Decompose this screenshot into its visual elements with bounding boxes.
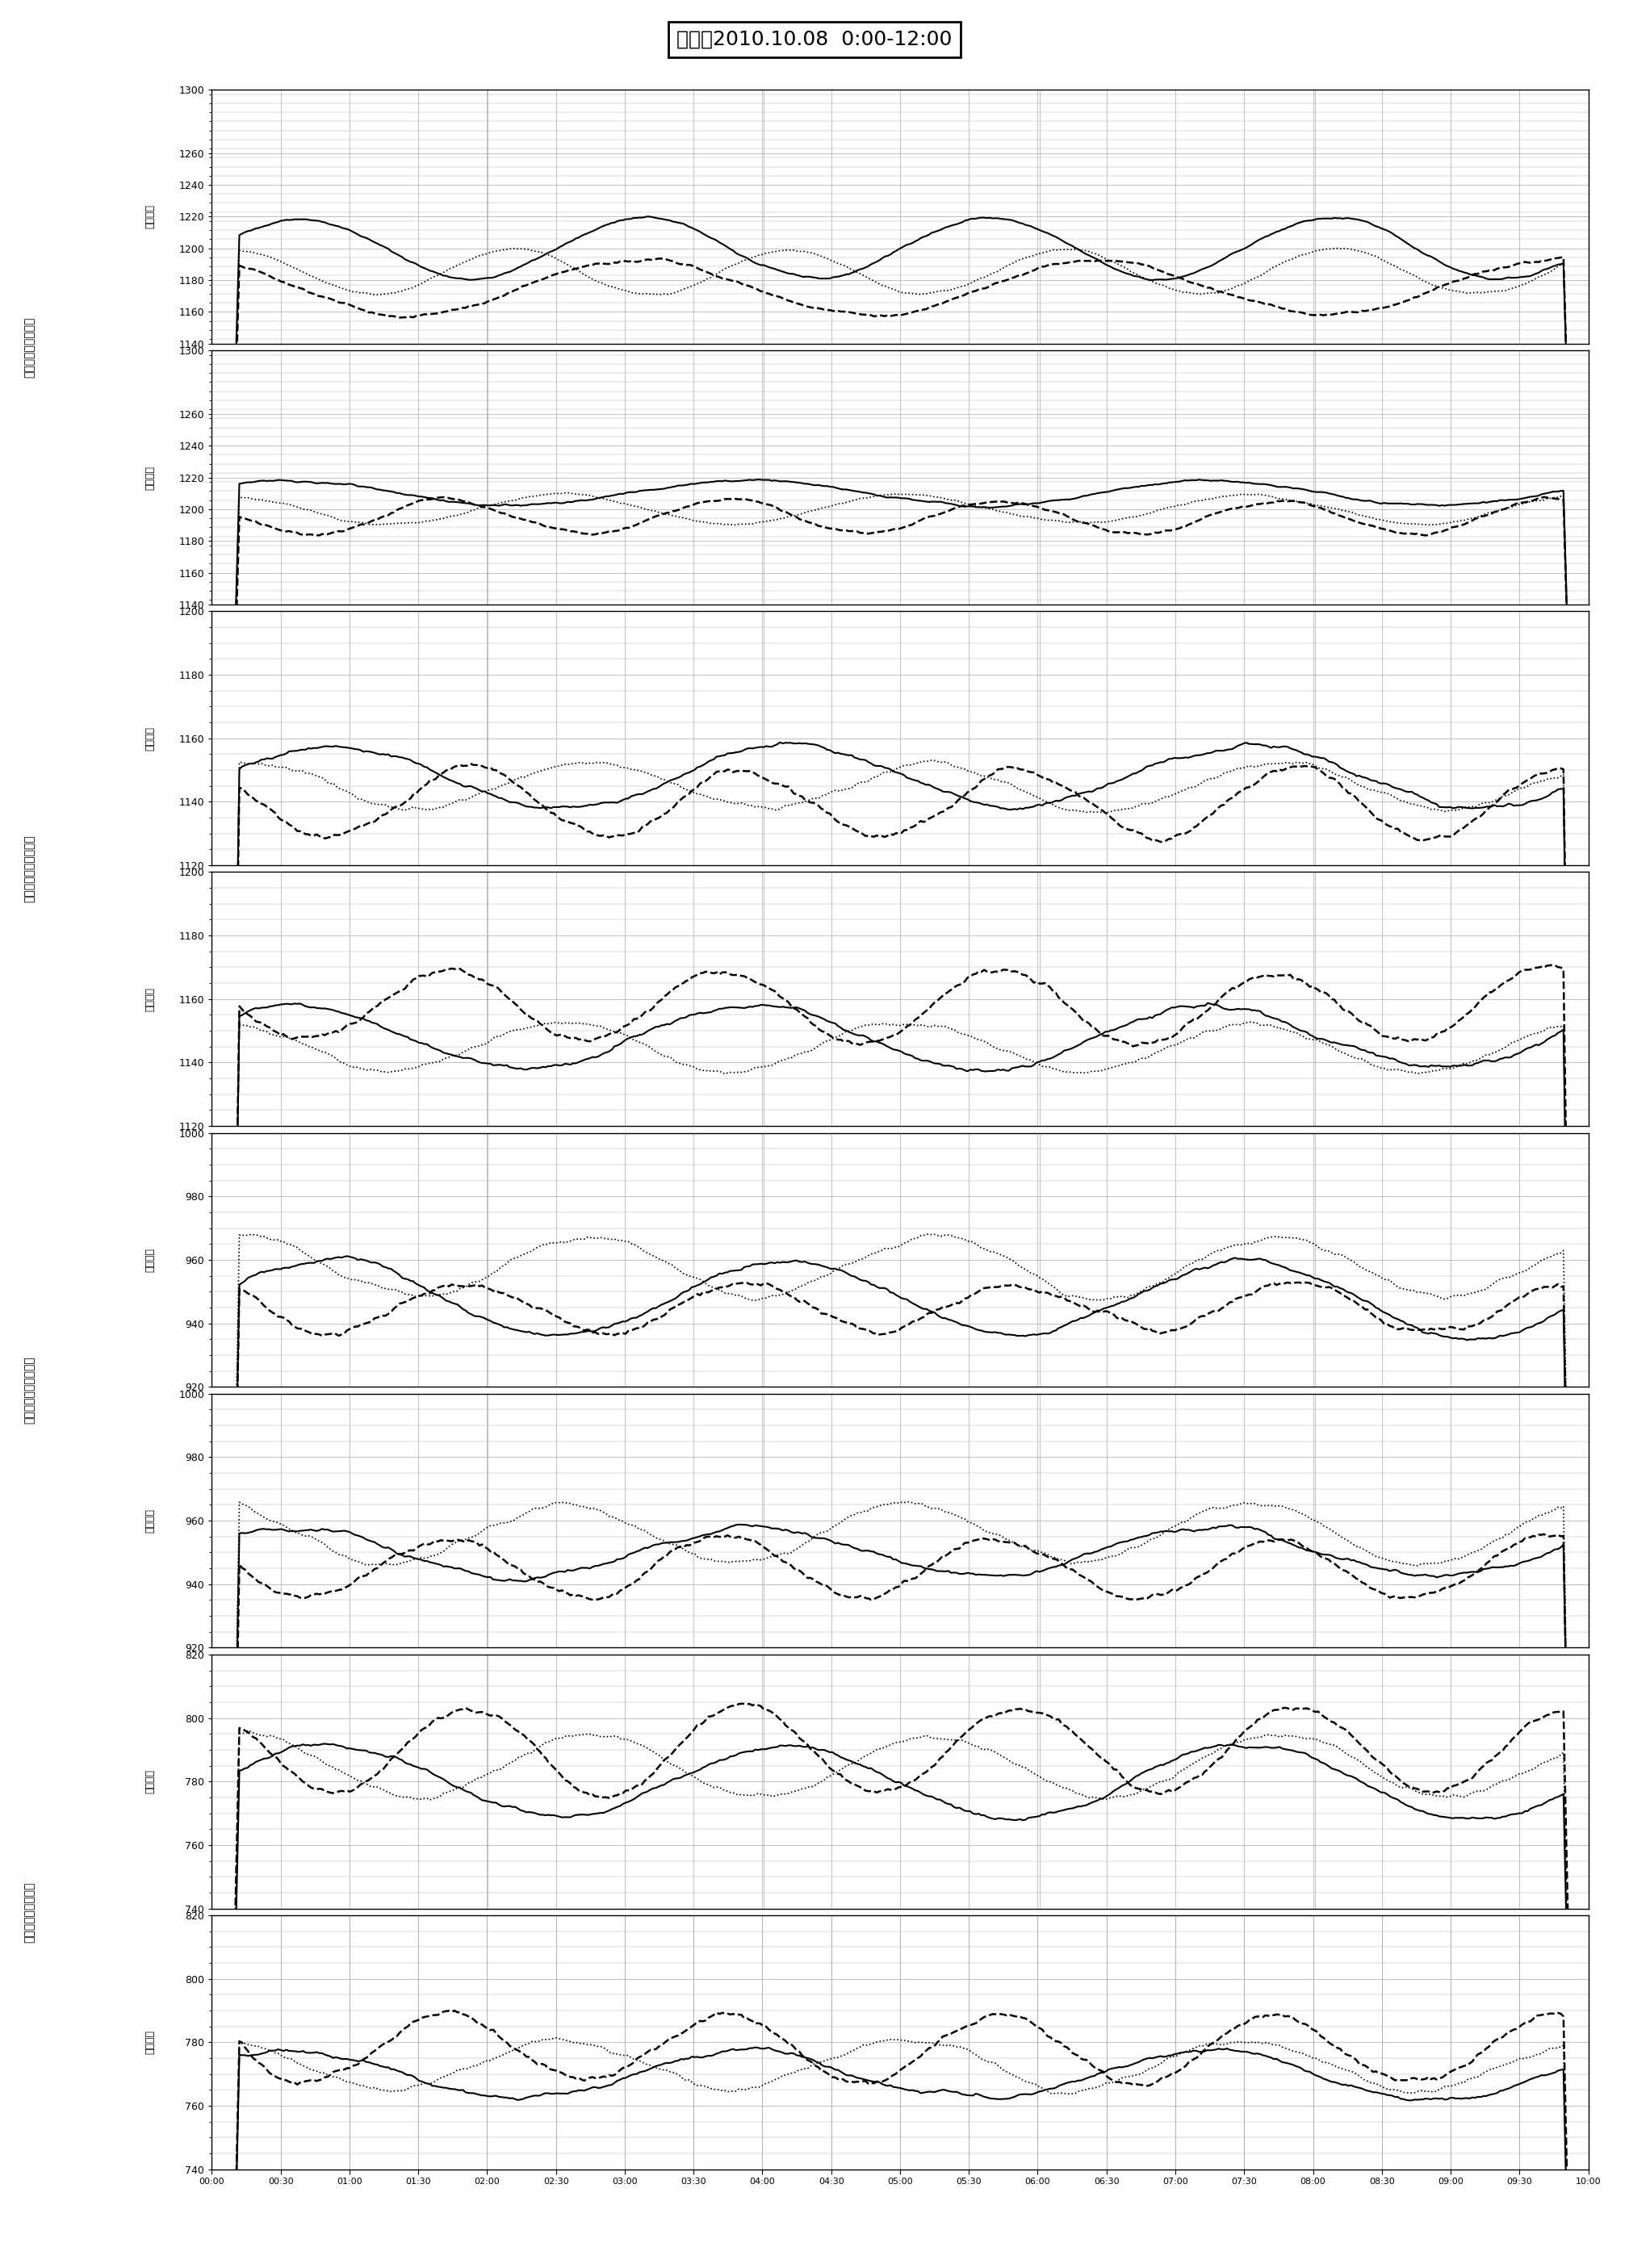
Text: 下部温度: 下部温度 <box>145 465 155 490</box>
Text: 上部温度: 上部温度 <box>145 1247 155 1272</box>
Text: 一加热段设定温度曲线: 一加热段设定温度曲线 <box>24 1356 34 1424</box>
Text: 上部温度: 上部温度 <box>145 1769 155 1794</box>
Text: 二加热段设定温度曲线: 二加热段设定温度曲线 <box>24 835 34 903</box>
Text: 下部温度: 下部温度 <box>145 1508 155 1533</box>
Text: 预热段设定温度曲线: 预热段设定温度曲线 <box>24 1882 34 1941</box>
Text: 下部温度: 下部温度 <box>145 987 155 1012</box>
Text: 均热段设定温度曲线: 均热段设定温度曲线 <box>24 318 34 376</box>
Text: 上部温度: 上部温度 <box>145 204 155 229</box>
Text: 时间：2010.10.08  0:00-12:00: 时间：2010.10.08 0:00-12:00 <box>676 29 953 50</box>
Text: 上部温度: 上部温度 <box>145 726 155 751</box>
Text: 下部温度: 下部温度 <box>145 2030 155 2055</box>
